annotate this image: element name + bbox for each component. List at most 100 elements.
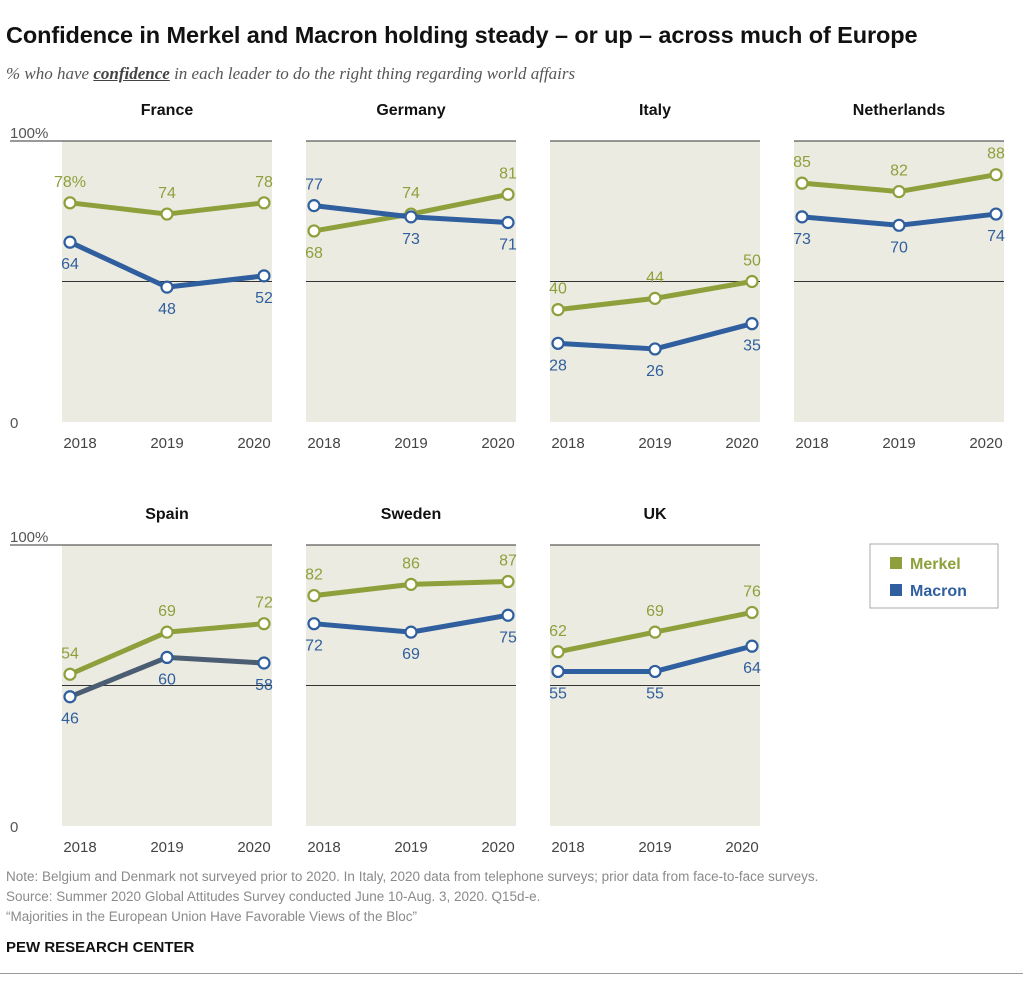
- data-point-merkel: [307, 224, 321, 238]
- data-point-merkel: [745, 274, 759, 289]
- legend-box: [869, 543, 999, 609]
- data-point-merkel: [892, 184, 906, 199]
- y-tick-label: 0: [10, 415, 18, 432]
- data-label-merkel: 68: [305, 245, 323, 262]
- x-tick-label: 2018: [795, 435, 828, 452]
- data-point-merkel: [257, 617, 271, 631]
- data-point-macron: [648, 664, 662, 679]
- x-tick-label: 2020: [725, 435, 758, 452]
- data-point-macron: [307, 617, 321, 631]
- data-point-macron: [892, 218, 906, 232]
- x-tick-label: 2019: [150, 435, 183, 452]
- x-tick-label: 2020: [481, 435, 514, 452]
- chart-title: Confidence in Merkel and Macron holding …: [6, 22, 918, 48]
- panel-title: Germany: [376, 102, 445, 119]
- data-point-macron: [160, 650, 174, 665]
- chart-subtitle: % who have confidence in each leader to …: [6, 64, 575, 84]
- data-point-merkel: [307, 588, 321, 603]
- x-tick-label: 2020: [237, 839, 270, 856]
- bottom-divider: [0, 973, 1023, 974]
- data-label-macron: 72: [305, 638, 323, 655]
- data-point-merkel: [501, 187, 515, 201]
- pew-brand: PEW RESEARCH CENTER: [6, 939, 195, 956]
- source-text: Source: Summer 2020 Global Attitudes Sur…: [6, 889, 541, 904]
- x-tick-label: 2018: [307, 435, 340, 452]
- data-label-macron: 48: [158, 301, 176, 318]
- data-label-macron: 58: [255, 677, 273, 694]
- data-label-macron: 75: [499, 629, 517, 646]
- data-label-macron: 71: [499, 236, 517, 253]
- subtitle-emphasis: confidence: [93, 64, 170, 83]
- data-point-macron: [63, 690, 77, 704]
- panel-title: Italy: [639, 102, 671, 119]
- data-point-merkel: [160, 625, 174, 639]
- data-point-macron: [160, 280, 174, 294]
- data-point-merkel: [404, 577, 418, 591]
- data-label-merkel: 62: [549, 623, 567, 640]
- data-label-merkel: 74: [158, 185, 176, 202]
- report-text: “Majorities in the European Union Have F…: [6, 909, 417, 924]
- data-label-macron: 74: [987, 228, 1005, 245]
- data-label-merkel: 86: [402, 555, 420, 572]
- data-point-macron: [795, 210, 809, 224]
- data-label-macron: 69: [402, 646, 420, 663]
- data-label-macron: 64: [743, 660, 761, 677]
- data-point-merkel: [648, 625, 662, 639]
- data-label-merkel: 69: [158, 603, 176, 620]
- data-label-merkel: 82: [305, 567, 323, 584]
- panel-title: Sweden: [381, 506, 441, 523]
- data-label-merkel: 82: [890, 163, 908, 180]
- data-point-macron: [501, 608, 515, 622]
- data-label-merkel: 78: [255, 174, 273, 191]
- data-label-merkel: 54: [61, 645, 79, 662]
- data-point-merkel: [745, 605, 759, 620]
- data-point-macron: [745, 639, 759, 653]
- data-point-macron: [501, 215, 515, 230]
- legend-label-macron: Macron: [910, 583, 967, 600]
- data-point-macron: [404, 625, 418, 639]
- data-point-macron: [257, 269, 271, 283]
- x-tick-label: 2019: [638, 839, 671, 856]
- x-tick-label: 2018: [551, 435, 584, 452]
- data-label-macron: 77: [305, 177, 323, 194]
- note-text: Note: Belgium and Denmark not surveyed p…: [6, 869, 819, 884]
- data-label-merkel: 72: [255, 595, 273, 612]
- x-tick-label: 2019: [394, 839, 427, 856]
- data-point-merkel: [551, 303, 565, 317]
- y-tick-label: 100%: [10, 529, 48, 546]
- data-point-merkel: [501, 574, 515, 589]
- x-tick-label: 2018: [63, 839, 96, 856]
- data-label-merkel: 74: [402, 185, 420, 202]
- data-label-macron: 26: [646, 363, 664, 380]
- data-point-macron: [745, 317, 759, 331]
- subtitle-post: in each leader to do the right thing reg…: [169, 64, 576, 83]
- data-point-merkel: [795, 176, 809, 190]
- data-point-merkel: [257, 196, 271, 210]
- legend-swatch-macron: [890, 584, 902, 596]
- x-tick-label: 2020: [481, 839, 514, 856]
- data-point-macron: [307, 199, 321, 213]
- x-tick-label: 2019: [394, 435, 427, 452]
- data-label-merkel: 69: [646, 603, 664, 620]
- panel-title: UK: [643, 506, 667, 523]
- x-tick-label: 2019: [638, 435, 671, 452]
- data-label-macron: 73: [402, 231, 420, 248]
- data-label-macron: 52: [255, 290, 273, 307]
- x-tick-label: 2018: [551, 839, 584, 856]
- data-label-macron: 28: [549, 357, 567, 374]
- data-label-macron: 70: [890, 239, 908, 256]
- x-tick-label: 2018: [63, 435, 96, 452]
- x-tick-label: 2020: [725, 839, 758, 856]
- data-label-merkel: 88: [987, 146, 1005, 163]
- data-label-merkel: 87: [499, 553, 517, 570]
- data-point-macron: [989, 207, 1003, 221]
- y-tick-label: 100%: [10, 125, 48, 142]
- x-tick-label: 2020: [237, 435, 270, 452]
- x-tick-label: 2019: [882, 435, 915, 452]
- data-label-merkel: 44: [646, 269, 664, 286]
- data-point-macron: [551, 336, 565, 350]
- x-tick-label: 2020: [969, 435, 1002, 452]
- data-point-merkel: [63, 196, 77, 210]
- data-point-macron: [648, 342, 662, 356]
- data-label-macron: 64: [61, 256, 79, 273]
